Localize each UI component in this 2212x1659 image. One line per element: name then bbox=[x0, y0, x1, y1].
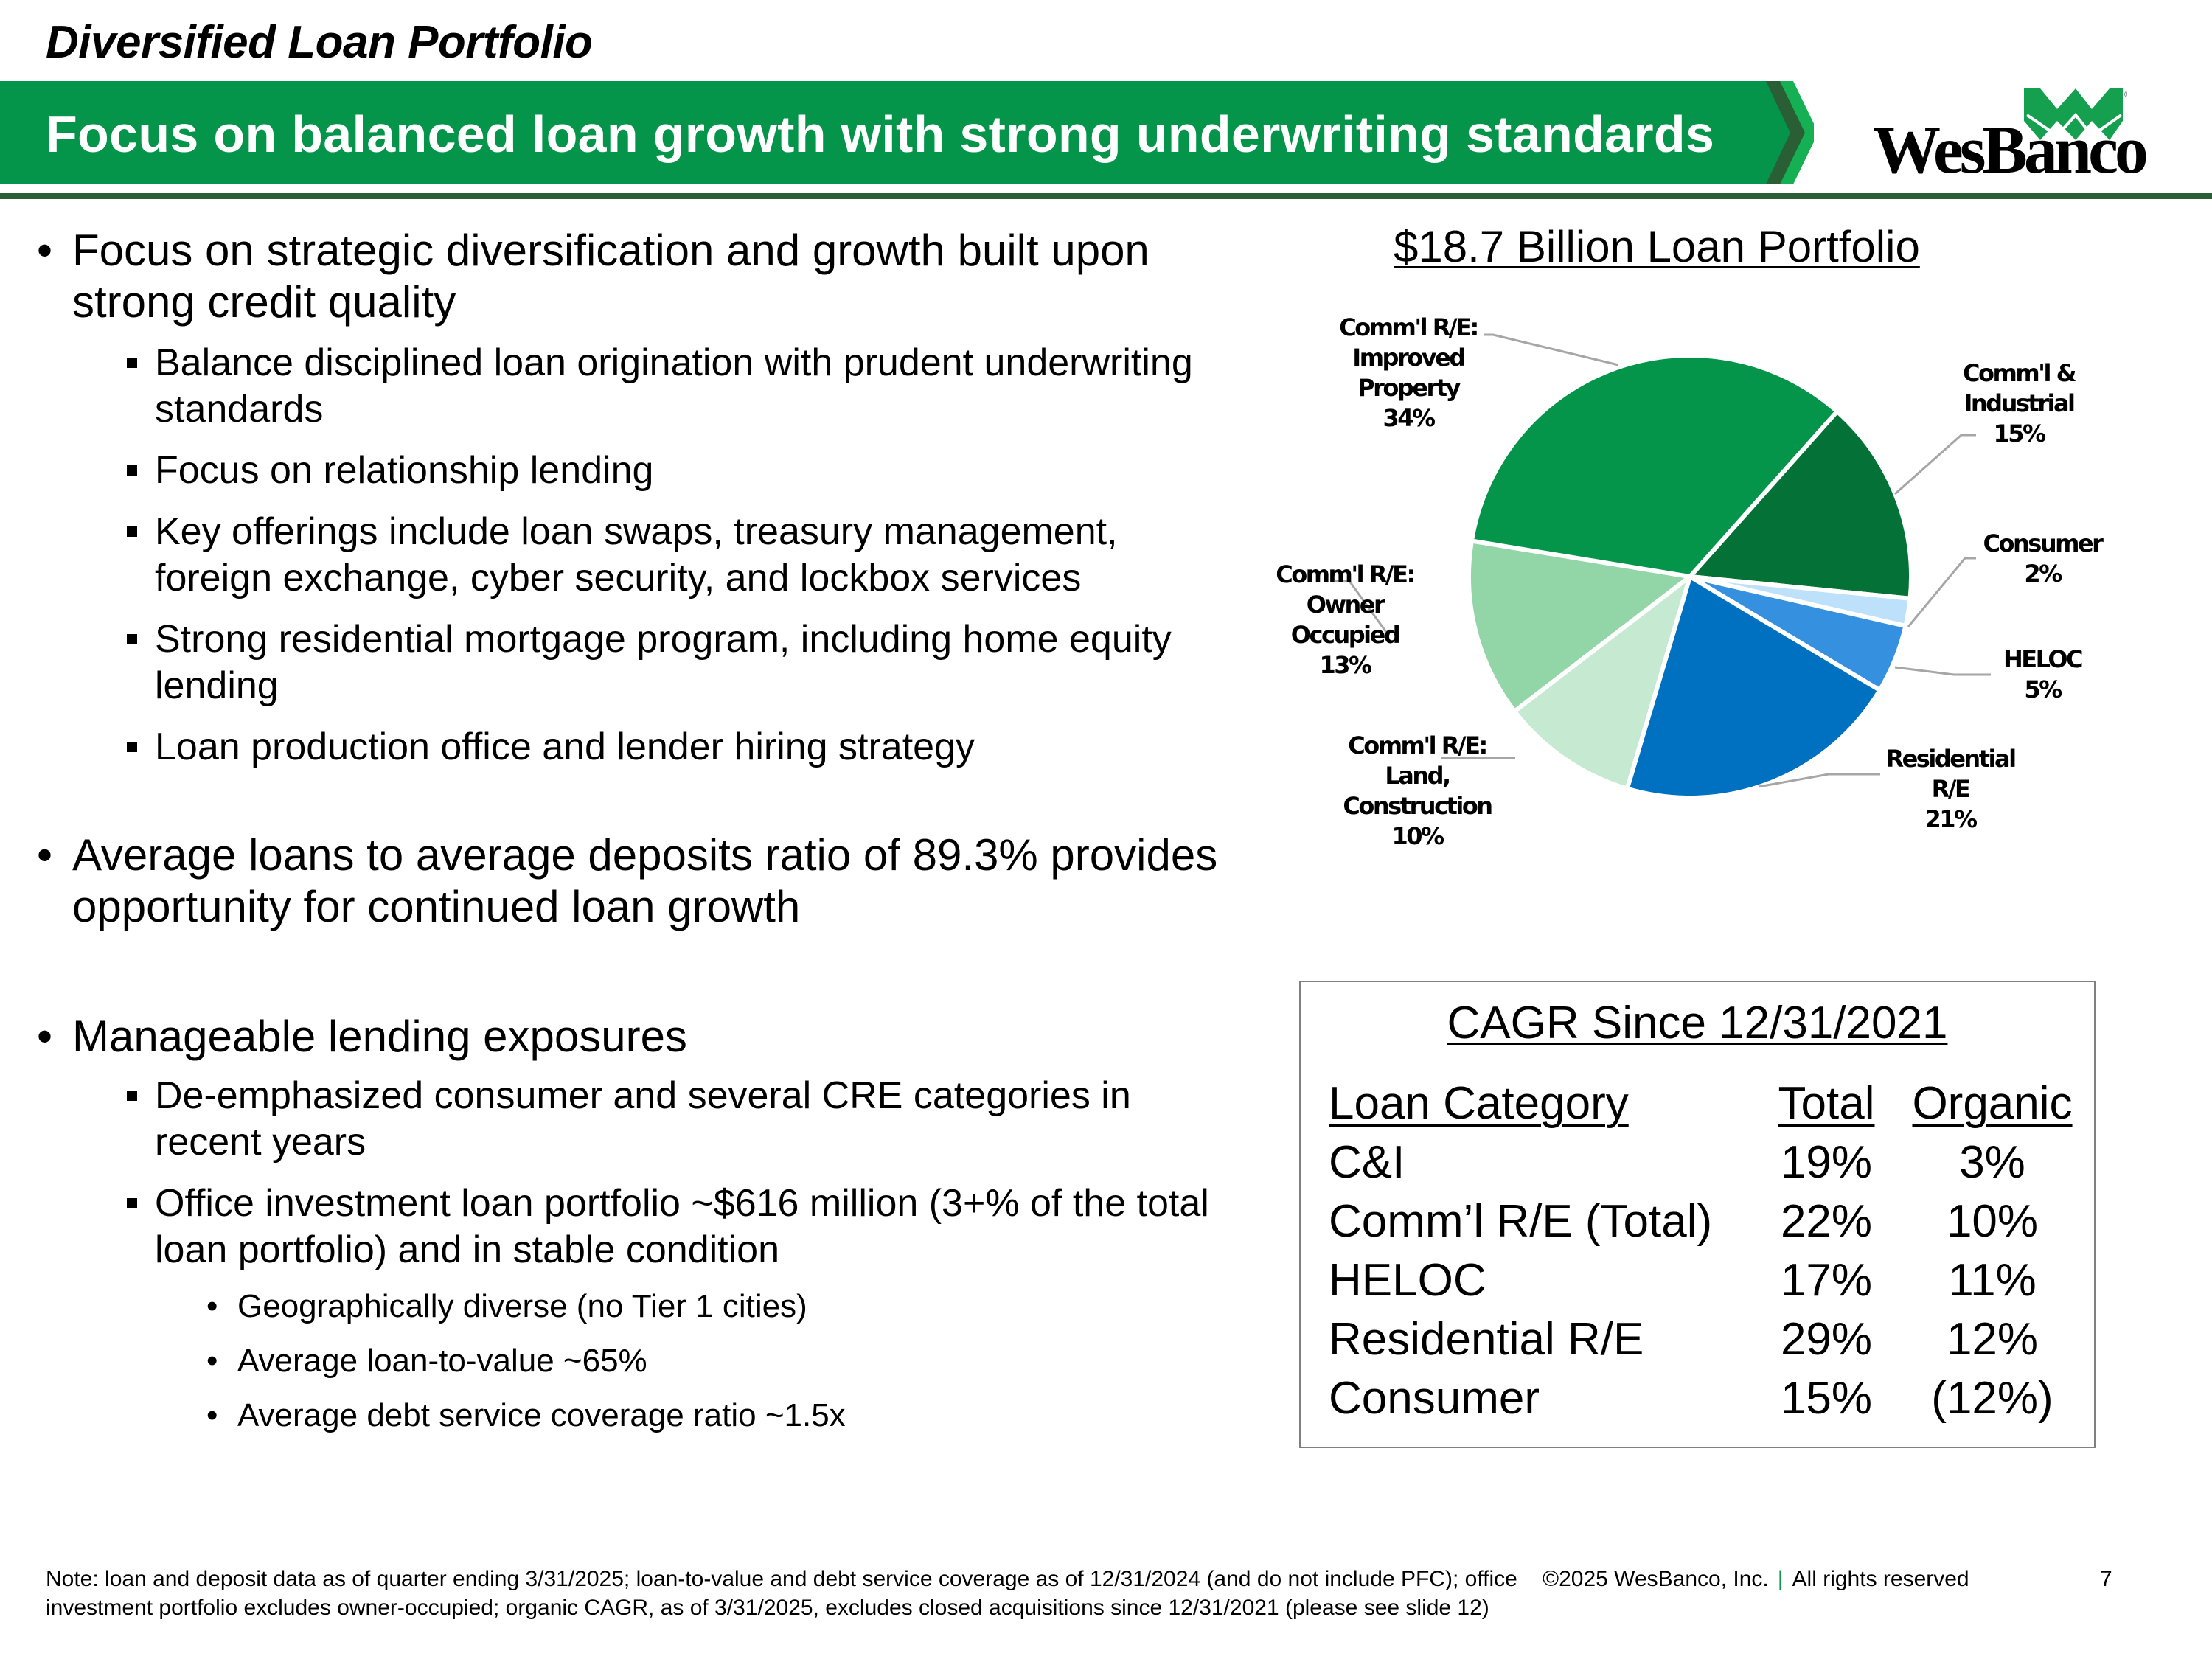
pie-slice bbox=[1624, 574, 1882, 800]
cell-total: 29% bbox=[1780, 1313, 1873, 1365]
header-loan-category: Loan Category bbox=[1329, 1077, 1629, 1129]
footnote: Note: loan and deposit data as of quarte… bbox=[46, 1567, 1517, 1620]
cagr-table: Loan Category Total Organic C&I 19% 3% C… bbox=[1329, 1074, 2084, 1427]
bullet-list: Focus on strategic diversification and g… bbox=[37, 225, 1231, 1436]
table-row: Residential R/E 29% 12% bbox=[1329, 1310, 2084, 1368]
pie-slice bbox=[1469, 353, 1840, 579]
pie-data-label: Comm'l R/E: Land, Construction 10% bbox=[1343, 731, 1492, 850]
table-row: HELOC 17% 11% bbox=[1329, 1251, 2084, 1310]
pie-slice bbox=[1512, 574, 1692, 791]
subbullet-deemphasized: De-emphasized consumer and several CRE c… bbox=[37, 1073, 1231, 1166]
pie-slice bbox=[1688, 409, 1913, 601]
copyright: ©2025 WesBanco, Inc. | All rights reserved bbox=[1543, 1565, 1969, 1593]
subbullet-loan-production-office: Loan production office and lender hiring… bbox=[37, 724, 1231, 771]
pie-data-label: Comm'l R/E: Improved Property 34% bbox=[1339, 313, 1478, 432]
bullet-lending-exposures: Manageable lending exposures bbox=[37, 1011, 1231, 1062]
subbullet-office-investment: Office investment loan portfolio ~$616 m… bbox=[37, 1180, 1231, 1273]
section-title: Diversified Loan Portfolio bbox=[46, 17, 593, 68]
cell-total: 17% bbox=[1780, 1254, 1873, 1306]
table-row: Comm’l R/E (Total) 22% 10% bbox=[1329, 1192, 2084, 1251]
header-total: Total bbox=[1778, 1077, 1875, 1129]
subbullet-key-offerings: Key offerings include loan swaps, treasu… bbox=[37, 509, 1231, 602]
cell-total: 22% bbox=[1780, 1195, 1873, 1247]
banner-title: Focus on balanced loan growth with stron… bbox=[46, 105, 1715, 163]
leader-line bbox=[1758, 773, 1880, 788]
cell-organic: 3% bbox=[1959, 1136, 2025, 1188]
cell-category: Residential R/E bbox=[1329, 1313, 1644, 1365]
title-banner: Focus on balanced loan growth with stron… bbox=[0, 81, 1814, 184]
logo-w-mark-icon: ® bbox=[2024, 88, 2127, 140]
table-row: Consumer 15% (12%) bbox=[1329, 1368, 2084, 1427]
page-number: 7 bbox=[2100, 1567, 2112, 1591]
table-row: C&I 19% 3% bbox=[1329, 1133, 2084, 1192]
subsubbullet-ltv: Average loan-to-value ~65% bbox=[37, 1341, 1231, 1381]
cell-category: C&I bbox=[1329, 1136, 1405, 1188]
wesbanco-logo: ® WesBanco bbox=[1873, 81, 2153, 187]
pie-data-label: Residential R/E 21% bbox=[1885, 745, 2015, 833]
banner-arrow-shape bbox=[0, 81, 1814, 184]
leader-line bbox=[1907, 557, 1976, 627]
footer-separator: | bbox=[1777, 1567, 1784, 1591]
loan-portfolio-pie-chart: Comm'l & Industrial 15% Consumer 2% HELOC 5% Re… bbox=[1276, 313, 2105, 850]
cell-category: Consumer bbox=[1329, 1372, 1540, 1424]
subsubbullet-geography: Geographically diverse (no Tier 1 cities… bbox=[37, 1287, 1231, 1326]
subbullet-relationship-lending: Focus on relationship lending bbox=[37, 448, 1231, 494]
leader-line bbox=[1335, 580, 1389, 635]
cagr-panel: CAGR Since 12/31/2021 Loan Category Tota… bbox=[1299, 981, 2096, 1448]
cell-organic: (12%) bbox=[1931, 1372, 2053, 1424]
svg-text:®: ® bbox=[2124, 89, 2127, 100]
header-divider bbox=[0, 193, 2212, 199]
leader-line bbox=[1894, 434, 1976, 495]
leader-line bbox=[1484, 333, 1619, 366]
cell-total: 15% bbox=[1780, 1372, 1873, 1424]
header-organic: Organic bbox=[1912, 1077, 2073, 1129]
cell-organic: 10% bbox=[1946, 1195, 2039, 1247]
subbullet-residential-mortgage: Strong residential mortgage program, inc… bbox=[37, 616, 1231, 709]
cell-category: HELOC bbox=[1329, 1254, 1486, 1306]
bullet-strategic-diversification: Focus on strategic diversification and g… bbox=[37, 225, 1231, 328]
bullet-loans-to-deposits: Average loans to average deposits ratio … bbox=[37, 830, 1231, 933]
cell-category: Comm’l R/E (Total) bbox=[1329, 1195, 1713, 1247]
cell-total: 19% bbox=[1780, 1136, 1873, 1188]
cell-organic: 12% bbox=[1946, 1313, 2039, 1365]
pie-data-label: Comm'l & Industrial 15% bbox=[1963, 359, 2076, 448]
leader-line bbox=[1894, 666, 1991, 676]
pie-slice bbox=[1467, 538, 1692, 714]
cagr-title: CAGR Since 12/31/2021 bbox=[1447, 998, 1948, 1048]
subbullet-disciplined-origination: Balance disciplined loan origination wit… bbox=[37, 340, 1231, 433]
subsubbullet-dscr: Average debt service coverage ratio ~1.5… bbox=[37, 1396, 1231, 1436]
copyright-text: ©2025 WesBanco, Inc. bbox=[1543, 1567, 1769, 1591]
pie-data-label: Consumer 2% bbox=[1983, 529, 2104, 588]
chart-title: $18.7 Billion Loan Portfolio bbox=[1394, 222, 1920, 271]
table-header-row: Loan Category Total Organic bbox=[1329, 1074, 2084, 1133]
cell-organic: 11% bbox=[1948, 1254, 2037, 1306]
logo-wordmark: WesBanco bbox=[1873, 112, 2149, 187]
pie-data-label: Comm'l R/E: Owner Occupied 13% bbox=[1276, 560, 1414, 679]
pie-data-label: HELOC 5% bbox=[2003, 645, 2082, 703]
rights-text: All rights reserved bbox=[1792, 1567, 1969, 1591]
